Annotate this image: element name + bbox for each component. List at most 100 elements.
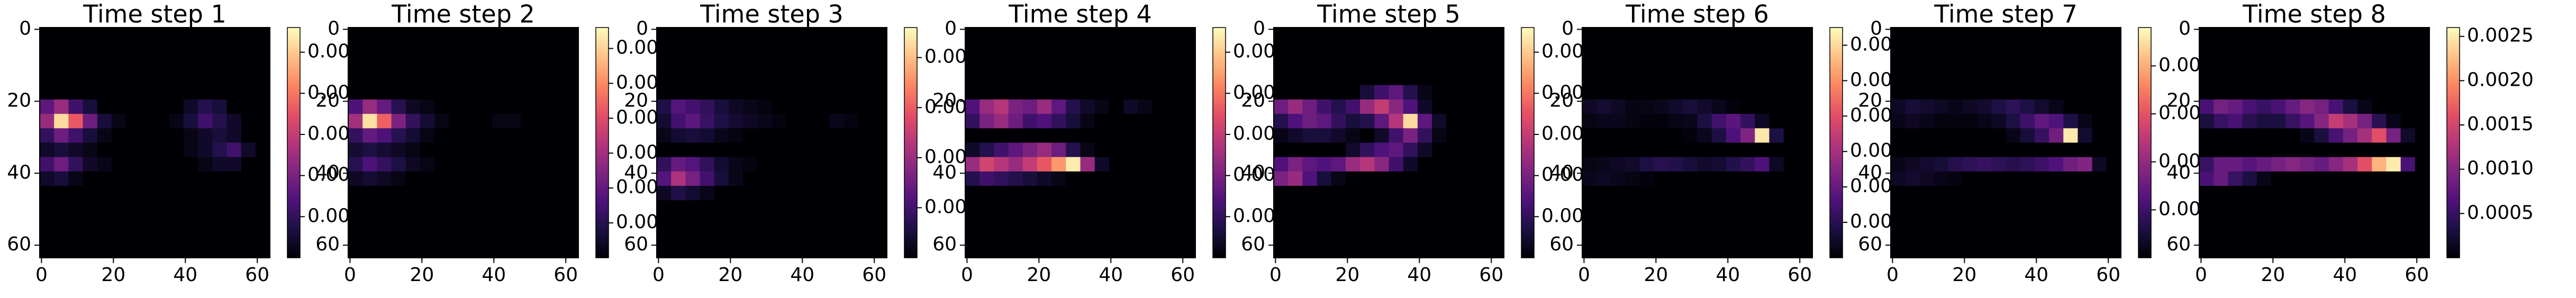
- heatmap-cell: [1152, 85, 1167, 100]
- y-tick-label: 20: [2166, 89, 2191, 111]
- heatmap-cell: [2343, 99, 2358, 114]
- heatmap-cell: [111, 243, 126, 258]
- heatmap-cell: [1345, 171, 1360, 186]
- heatmap-cell: [1991, 70, 2006, 86]
- heatmap-cell: [2078, 114, 2093, 129]
- heatmap-cell: [463, 42, 478, 57]
- heatmap-cell: [2314, 42, 2329, 57]
- heatmap-cell: [829, 142, 844, 158]
- heatmap-cell: [2343, 128, 2358, 143]
- heatmap-cell: [1432, 42, 1447, 57]
- heatmap-cell: [1066, 142, 1081, 158]
- heatmap-cell: [2328, 157, 2344, 172]
- heatmap-cell: [1726, 200, 1741, 215]
- heatmap-cell: [1962, 99, 1978, 114]
- heatmap-cell: [800, 42, 815, 57]
- heatmap-cell: [1274, 85, 1289, 100]
- heatmap-cell: [1008, 56, 1023, 71]
- heatmap-cell: [1317, 243, 1332, 258]
- heatmap-cell: [434, 229, 449, 244]
- heatmap-cell: [2242, 200, 2257, 215]
- heatmap-cell: [1934, 42, 1949, 57]
- heatmap-cell: [1008, 142, 1023, 158]
- heatmap-cell: [2063, 214, 2078, 230]
- heatmap-cell: [2214, 243, 2228, 258]
- heatmap-cell: [714, 28, 729, 42]
- heatmap-cell: [2242, 128, 2257, 143]
- heatmap-cell: [362, 128, 377, 143]
- heatmap-cell: [391, 229, 406, 244]
- heatmap-cell: [1037, 243, 1052, 258]
- heatmap-cell: [83, 70, 98, 86]
- heatmap-cell: [1288, 186, 1303, 201]
- heatmap-cell: [83, 114, 98, 129]
- heatmap-cell: [1022, 229, 1038, 244]
- heatmap-cell: [1123, 56, 1138, 71]
- heatmap-cell: [2049, 186, 2064, 201]
- heatmap-cell: [1166, 229, 1182, 244]
- heatmap-cell: [1948, 186, 1963, 201]
- heatmap-cell: [1798, 157, 1813, 172]
- heatmap-cell: [757, 114, 772, 129]
- heatmap-cell: [1123, 200, 1138, 215]
- heatmap-cell: [1094, 128, 1110, 143]
- heatmap-cell: [2343, 70, 2358, 86]
- heatmap-cell: [1331, 171, 1346, 186]
- heatmap-cell: [657, 42, 672, 57]
- heatmap-cell: [2400, 99, 2416, 114]
- heatmap-cell: [68, 200, 84, 215]
- heatmap-cell: [1417, 243, 1432, 258]
- y-tick-label: 40: [624, 161, 648, 183]
- heatmap-cell: [1331, 214, 1346, 230]
- heatmap-cell: [743, 85, 758, 100]
- heatmap-cell: [700, 114, 715, 129]
- heatmap-cell: [1597, 99, 1611, 114]
- heatmap-cell: [1475, 229, 1490, 244]
- heatmap-cell: [728, 171, 743, 186]
- heatmap-cell: [1374, 42, 1389, 57]
- heatmap-cell: [1374, 28, 1389, 42]
- heatmap-cell: [212, 114, 227, 129]
- heatmap-cell: [1066, 56, 1081, 71]
- heatmap-cell: [1489, 200, 1504, 215]
- heatmap-cell: [1611, 114, 1626, 129]
- heatmap-cell: [1432, 114, 1447, 129]
- heatmap-cell: [434, 28, 449, 42]
- heatmap-cell: [2415, 229, 2430, 244]
- heatmap-cell: [1181, 56, 1196, 71]
- heatmap-cell: [2049, 200, 2064, 215]
- y-tick-label: 0: [636, 17, 648, 39]
- heatmap-cell: [1138, 85, 1153, 100]
- heatmap-cell: [2242, 114, 2257, 129]
- heatmap-cell: [1726, 229, 1741, 244]
- heatmap-cell: [2256, 28, 2272, 42]
- heatmap-cell: [1051, 56, 1066, 71]
- heatmap-cell: [126, 70, 141, 86]
- heatmap-cell: [1769, 70, 1784, 86]
- heatmap-cell: [1597, 157, 1611, 172]
- heatmap-cell: [111, 200, 126, 215]
- heatmap-cell: [1755, 229, 1770, 244]
- heatmap-cell: [1080, 28, 1095, 42]
- heatmap-cell: [757, 99, 772, 114]
- heatmap-cell: [1037, 142, 1052, 158]
- heatmap-cell: [2256, 42, 2272, 57]
- heatmap-cell: [829, 42, 844, 57]
- heatmap-cell: [255, 157, 270, 172]
- heatmap-cell: [255, 28, 270, 42]
- heatmap-cell: [1783, 56, 1799, 71]
- heatmap-cell: [2034, 229, 2049, 244]
- heatmap-cell: [1317, 42, 1332, 57]
- heatmap-cell: [1302, 243, 1318, 258]
- heatmap-cell: [1166, 85, 1182, 100]
- heatmap-cell: [2199, 171, 2214, 186]
- heatmap-cell: [1051, 171, 1066, 186]
- heatmap-cell: [2106, 214, 2121, 230]
- heatmap-cell: [800, 28, 815, 42]
- heatmap-cell: [241, 28, 256, 42]
- heatmap-cell: [1317, 114, 1332, 129]
- x-tick-label: 20: [1335, 264, 1359, 286]
- heatmap-cell: [1123, 99, 1138, 114]
- heatmap-cell: [1331, 42, 1346, 57]
- heatmap-cell: [1152, 42, 1167, 57]
